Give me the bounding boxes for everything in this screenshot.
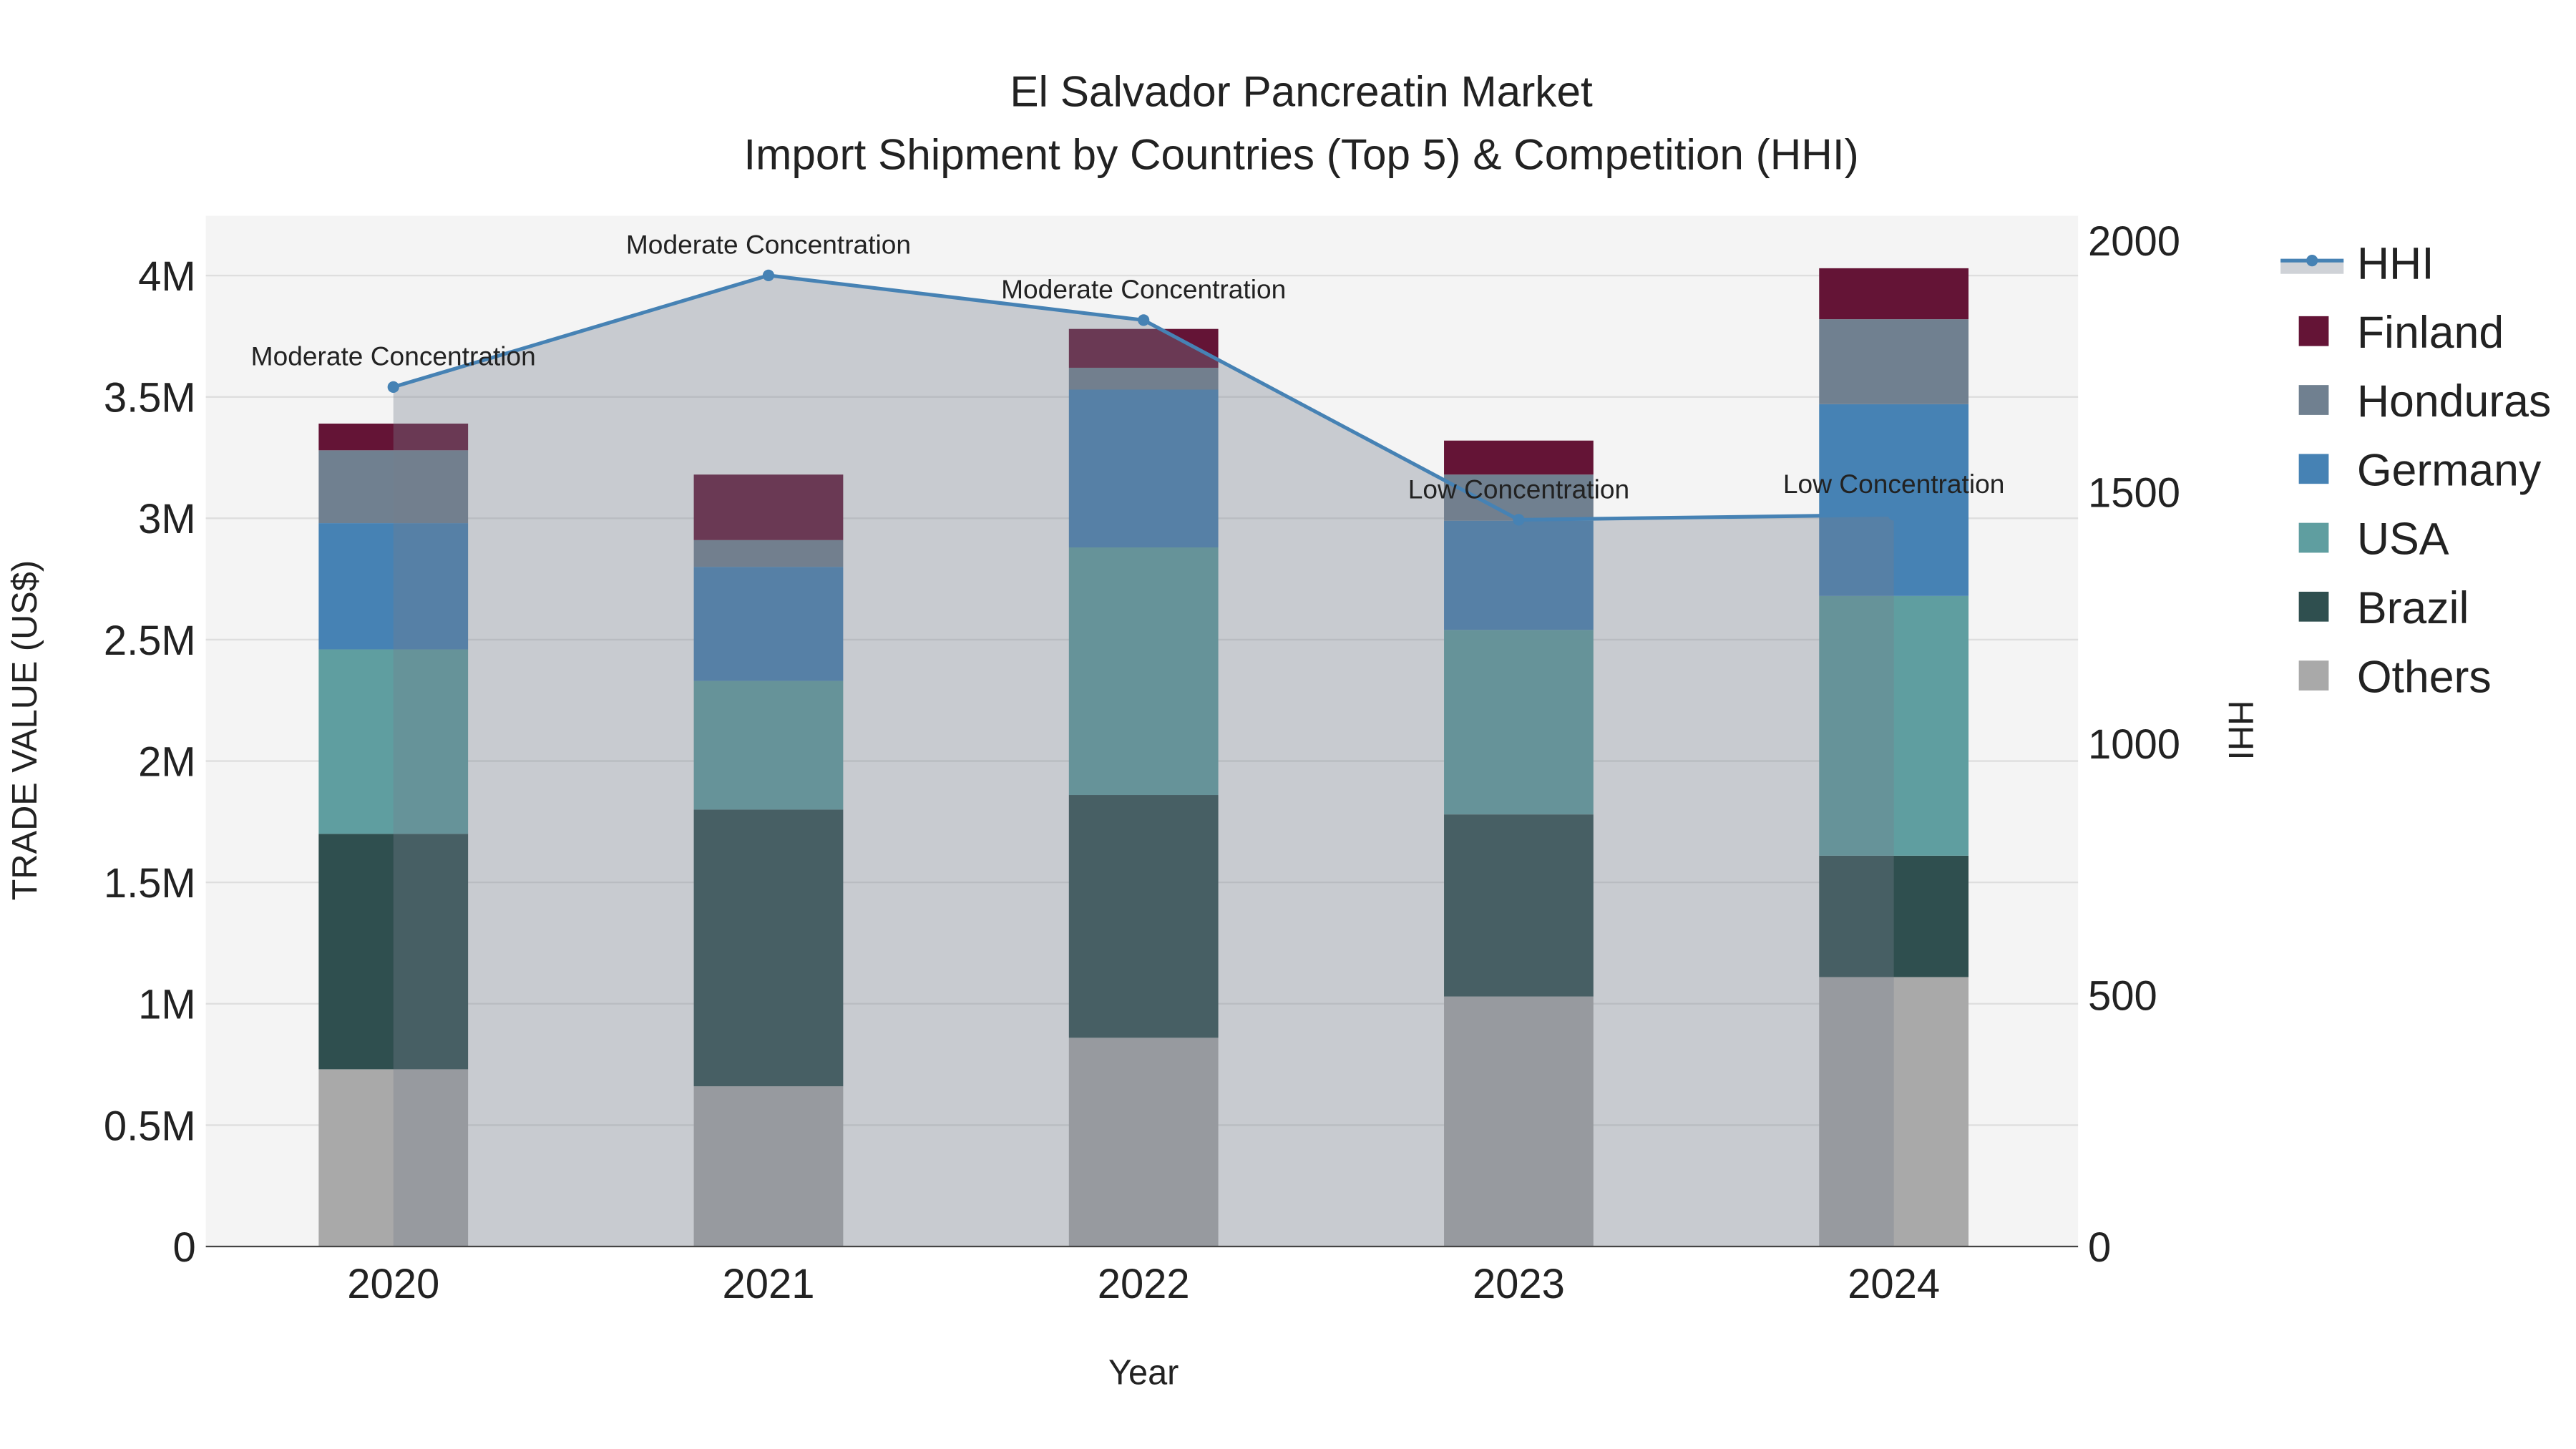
bar-brazil-2022: [1068, 795, 1219, 1038]
legend-label-germany: Germany: [2357, 445, 2542, 495]
hhi-annotation: Moderate Concentration: [251, 341, 536, 371]
hhi-annotation: Moderate Concentration: [626, 230, 911, 260]
hhi-annotation: Moderate Concentration: [1001, 274, 1286, 304]
legend-swatch-others: [2298, 660, 2329, 691]
bar-others-2020: [318, 1069, 469, 1247]
bar-usa-2021: [693, 680, 844, 810]
bar-brazil-2020: [318, 834, 469, 1070]
chart-subtitle: Import Shipment by Countries (Top 5) & C…: [743, 130, 1858, 179]
legend-label-hhi: HHI: [2357, 239, 2434, 289]
x-tick-label: 2020: [347, 1262, 439, 1307]
legend-swatch-finland: [2298, 316, 2329, 346]
hhi-point: [1513, 514, 1525, 526]
bar-germany-2021: [693, 567, 844, 681]
legend-label-finland: Finland: [2357, 308, 2504, 358]
bar-others-2023: [1444, 996, 1594, 1247]
legend-label-others: Others: [2357, 652, 2492, 702]
legend-label-usa: USA: [2357, 514, 2449, 565]
bar-finland-2020: [318, 423, 469, 451]
legend-label-honduras: Honduras: [2357, 376, 2551, 426]
bar-germany-2023: [1444, 520, 1594, 630]
x-tick-label: 2021: [722, 1262, 814, 1307]
bar-brazil-2024: [1819, 855, 1969, 977]
x-tick-label: 2024: [1848, 1262, 1940, 1307]
y-axis-label: TRADE VALUE (US$): [6, 560, 44, 900]
bar-brazil-2023: [1444, 814, 1594, 997]
bars: [318, 268, 1969, 1247]
bar-others-2021: [693, 1086, 844, 1247]
bar-finland-2024: [1819, 268, 1969, 320]
bar-honduras-2023: [1444, 474, 1594, 521]
legend-hhi-marker: [2306, 255, 2318, 267]
legend-hhi-swatch: [2280, 260, 2344, 274]
bar-germany-2022: [1068, 389, 1219, 547]
y-tick-label: 3M: [138, 497, 196, 542]
y-tick-label: 0.5M: [104, 1103, 196, 1149]
bar-others-2022: [1068, 1038, 1219, 1247]
y2-tick-label: 1000: [2088, 722, 2180, 768]
bar-finland-2021: [693, 474, 844, 540]
legend-swatch-usa: [2298, 522, 2329, 553]
y-tick-label: 1.5M: [104, 861, 196, 907]
bar-germany-2020: [318, 523, 469, 650]
x-tick-label: 2022: [1098, 1262, 1190, 1307]
y2-tick-label: 500: [2088, 973, 2157, 1019]
hhi-point: [387, 381, 399, 393]
bar-honduras-2022: [1068, 367, 1219, 390]
legend-swatch-germany: [2298, 454, 2329, 484]
bar-usa-2023: [1444, 630, 1594, 815]
y-tick-label: 2M: [138, 739, 196, 785]
bar-others-2024: [1819, 977, 1969, 1247]
y-axis-ticks: 0 0.5M 1M 1.5M 2M 2.5M 3M 3.5M 4M: [104, 254, 196, 1271]
bar-finland-2023: [1444, 440, 1594, 475]
legend: HHI Finland Honduras Germany USA Brazil Others: [2280, 239, 2551, 702]
legend-swatch-brazil: [2298, 591, 2329, 622]
y2-tick-label: 2000: [2088, 219, 2180, 265]
hhi-annotation: Low Concentration: [1408, 474, 1629, 504]
y2-axis-ticks: 0 500 1000 1500 2000: [2088, 219, 2180, 1271]
chart-title: El Salvador Pancreatin Market: [1010, 67, 1593, 115]
y2-tick-label: 0: [2088, 1225, 2111, 1271]
y-tick-label: 1M: [138, 982, 196, 1028]
hhi-point: [1138, 314, 1150, 326]
bar-honduras-2020: [318, 450, 469, 524]
y-tick-label: 4M: [138, 254, 196, 300]
hhi-point: [1888, 509, 1900, 521]
bar-usa-2024: [1819, 595, 1969, 856]
legend-swatch-honduras: [2298, 385, 2329, 415]
bar-brazil-2021: [693, 809, 844, 1087]
bar-germany-2024: [1819, 404, 1969, 596]
bar-usa-2022: [1068, 547, 1219, 796]
bar-usa-2020: [318, 649, 469, 834]
x-axis-ticks: 2020 2021 2022 2023 2024: [347, 1262, 1940, 1307]
bar-honduras-2021: [693, 540, 844, 567]
y-tick-label: 2.5M: [104, 618, 196, 664]
y-tick-label: 3.5M: [104, 376, 196, 421]
bar-honduras-2024: [1819, 319, 1969, 404]
y2-tick-label: 1500: [2088, 471, 2180, 517]
y-tick-label: 0: [172, 1225, 195, 1271]
y2-axis-label: HHI: [2221, 701, 2260, 761]
hhi-series: Moderate Concentration Moderate Concentra…: [251, 230, 2004, 1247]
legend-label-brazil: Brazil: [2357, 583, 2469, 633]
hhi-area: [393, 275, 1894, 1247]
x-axis-label: Year: [1108, 1354, 1179, 1392]
x-tick-label: 2023: [1473, 1262, 1565, 1307]
hhi-point: [762, 269, 775, 281]
hhi-annotation: Low Concentration: [1783, 469, 2004, 499]
